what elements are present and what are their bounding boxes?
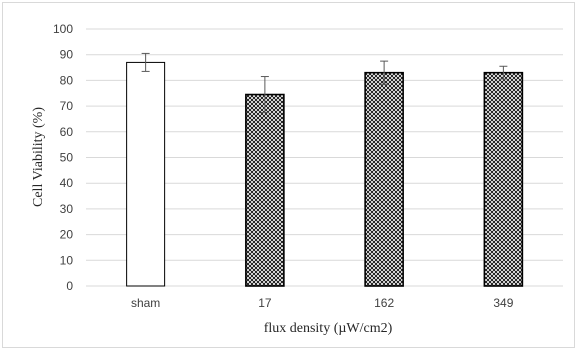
x-tick-label: 349 xyxy=(493,296,513,310)
y-tick-label: 50 xyxy=(60,151,74,165)
y-tick-label: 30 xyxy=(60,202,74,216)
bar-162 xyxy=(364,71,404,287)
bar-17 xyxy=(245,93,285,287)
chart-frame xyxy=(2,2,575,348)
y-tick-label: 0 xyxy=(66,279,73,293)
y-tick-label: 20 xyxy=(60,228,74,242)
bar-349 xyxy=(483,71,524,287)
x-tick-label: sham xyxy=(131,296,160,310)
y-axis-title: Cell Viability (%) xyxy=(31,107,46,207)
bars xyxy=(126,61,524,287)
x-tick-labels: sham 17 162 349 xyxy=(131,296,514,310)
gridlines xyxy=(86,28,563,287)
y-tick-label: 80 xyxy=(60,73,74,87)
y-tick-label: 40 xyxy=(60,176,74,190)
y-tick-label: 90 xyxy=(60,48,74,62)
x-axis-title: flux density (µW/cm2) xyxy=(264,321,393,336)
y-tick-labels: 0 10 20 30 40 50 60 70 80 90 100 xyxy=(53,22,73,293)
x-tick-label: 17 xyxy=(258,296,272,310)
y-tick-label: 60 xyxy=(60,125,74,139)
y-tick-label: 70 xyxy=(60,99,74,113)
x-tick-label: 162 xyxy=(374,296,394,310)
y-tick-label: 10 xyxy=(60,253,74,267)
error-bars xyxy=(141,52,508,114)
y-tick-label: 100 xyxy=(53,22,73,36)
bar-sham xyxy=(126,61,166,287)
